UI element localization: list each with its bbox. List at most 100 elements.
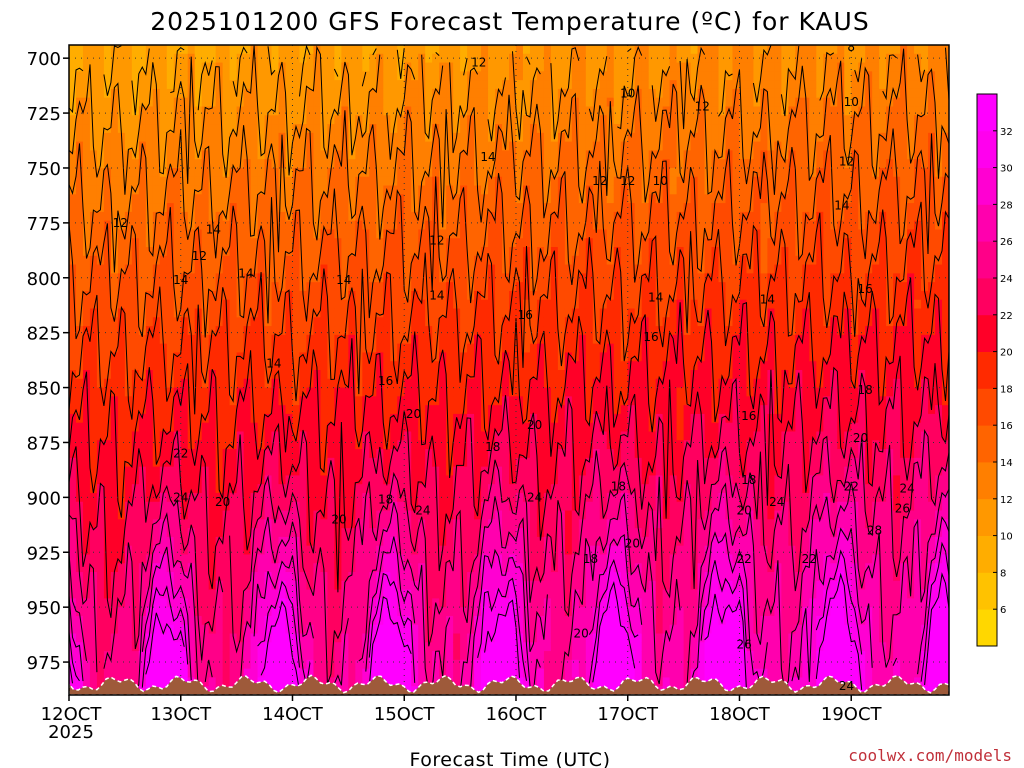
temperature-cell — [515, 607, 524, 617]
temperature-cell — [460, 572, 468, 582]
temperature-cell — [250, 519, 259, 529]
temperature-cell — [285, 361, 294, 371]
temperature-cell — [69, 668, 77, 679]
temperature-cell — [152, 361, 161, 371]
temperature-cell — [208, 528, 217, 538]
temperature-cell — [481, 343, 489, 354]
temperature-cell — [376, 422, 384, 433]
temperature-cell — [152, 475, 161, 485]
temperature-cell — [131, 466, 140, 476]
temperature-cell — [411, 361, 419, 371]
temperature-cell — [194, 326, 203, 336]
temperature-cell — [369, 431, 377, 441]
temperature-cell — [110, 572, 119, 582]
temperature-cell — [299, 422, 308, 433]
temperature-cell — [201, 370, 210, 380]
temperature-cell — [138, 255, 147, 266]
temperature-cell — [432, 88, 440, 99]
temperature-cell — [236, 185, 245, 195]
temperature-cell — [124, 299, 133, 310]
temperature-cell — [425, 115, 433, 125]
temperature-cell — [299, 589, 308, 599]
temperature-cell — [460, 71, 468, 81]
temperature-cell — [264, 572, 273, 582]
temperature-cell — [89, 449, 98, 459]
temperature-cell — [159, 132, 168, 143]
temperature-cell — [432, 211, 440, 222]
temperature-cell — [306, 633, 315, 643]
temperature-cell — [390, 545, 398, 556]
temperature-cell — [215, 528, 224, 538]
temperature-cell — [96, 615, 105, 626]
temperature-cell — [292, 238, 301, 248]
temperature-cell — [194, 167, 203, 178]
temperature-cell — [515, 62, 524, 72]
temperature-cell — [467, 194, 475, 204]
temperature-cell — [96, 343, 105, 354]
temperature-cell — [187, 642, 196, 652]
temperature-cell — [110, 528, 119, 538]
temperature-cell — [166, 615, 175, 626]
temperature-cell — [509, 71, 517, 81]
temperature-cell — [481, 317, 489, 327]
temperature-cell — [89, 88, 98, 99]
temperature-cell — [110, 413, 119, 424]
temperature-cell — [145, 361, 154, 371]
temperature-cell — [138, 440, 147, 450]
temperature-cell — [138, 598, 147, 608]
temperature-cell — [89, 466, 98, 476]
temperature-cell — [285, 510, 294, 520]
temperature-cell — [481, 326, 489, 336]
temperature-cell — [257, 124, 266, 134]
temperature-cell — [75, 88, 84, 99]
temperature-cell — [460, 449, 468, 459]
temperature-cell — [152, 528, 161, 538]
temperature-cell — [208, 598, 217, 608]
temperature-cell — [383, 124, 391, 134]
temperature-cell — [334, 449, 342, 459]
temperature-cell — [432, 528, 440, 538]
temperature-cell — [201, 141, 210, 151]
temperature-cell — [82, 106, 91, 116]
temperature-cell — [348, 405, 356, 415]
temperature-cell — [481, 352, 489, 362]
temperature-cell — [418, 159, 426, 169]
temperature-cell — [502, 290, 510, 301]
temperature-cell — [509, 492, 517, 503]
temperature-cell — [117, 211, 126, 222]
temperature-cell — [515, 203, 524, 213]
temperature-cell — [522, 132, 531, 143]
temperature-cell — [250, 536, 259, 547]
temperature-cell — [460, 440, 468, 450]
temperature-cell — [299, 141, 308, 151]
temperature-cell — [397, 659, 405, 670]
temperature-cell — [159, 141, 168, 151]
temperature-cell — [222, 413, 231, 424]
temperature-cell — [418, 229, 426, 239]
temperature-cell — [536, 326, 545, 336]
temperature-cell — [215, 203, 224, 213]
temperature-cell — [362, 501, 370, 512]
temperature-cell — [467, 659, 475, 670]
temperature-cell — [515, 326, 524, 336]
temperature-cell — [243, 563, 252, 573]
temperature-cell — [166, 484, 175, 494]
temperature-cell — [159, 624, 168, 635]
temperature-cell — [236, 361, 245, 371]
temperature-cell — [208, 361, 217, 371]
temperature-cell — [131, 396, 140, 406]
temperature-cell — [89, 413, 98, 424]
temperature-cell — [299, 167, 308, 178]
temperature-cell — [180, 62, 189, 72]
temperature-cell — [82, 572, 91, 582]
temperature-cell — [110, 642, 119, 652]
temperature-cell — [369, 642, 377, 652]
temperature-cell — [522, 624, 531, 635]
temperature-cell — [376, 211, 384, 222]
temperature-cell — [515, 510, 524, 520]
temperature-cell — [201, 580, 210, 591]
temperature-cell — [89, 431, 98, 441]
temperature-cell — [369, 264, 377, 274]
temperature-cell — [82, 194, 91, 204]
temperature-cell — [509, 247, 517, 257]
